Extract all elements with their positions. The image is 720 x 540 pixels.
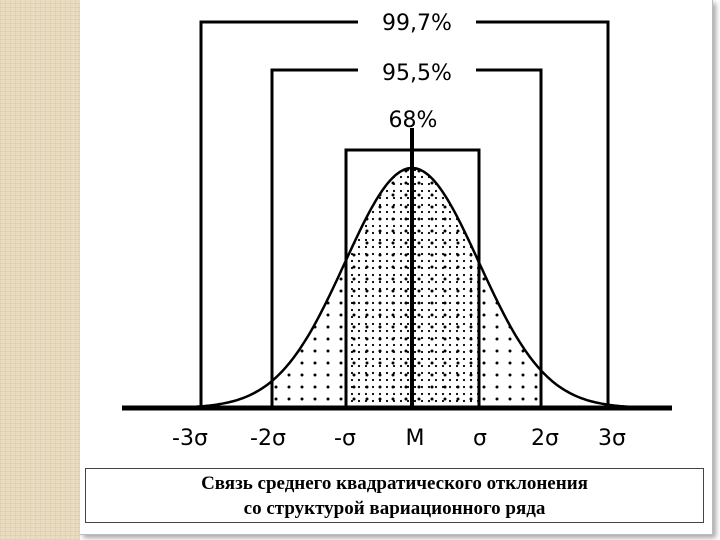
axis-label-mean: M: [406, 426, 425, 451]
axis-label-minus-2-sigma: -2σ: [250, 426, 286, 451]
label-95-5-percent: 95,5%: [382, 61, 452, 86]
axis-label-3-sigma: 3σ: [598, 426, 626, 451]
caption-box: Связь среднего квадратического отклонени…: [85, 468, 704, 523]
axis-label-minus-3-sigma: -3σ: [172, 426, 208, 451]
decorative-side-strip: [0, 0, 80, 540]
label-99-7-percent: 99,7%: [382, 11, 452, 36]
three-sigma-bracket: [199, 20, 610, 408]
caption-line-1: Связь среднего квадратического отклонени…: [201, 472, 588, 494]
bell-curve: [122, 166, 672, 410]
caption-line-2: со структурой вариационного ряда: [243, 497, 546, 519]
two-sigma-bracket: [270, 68, 543, 408]
axis-label-sigma: σ: [473, 426, 487, 451]
label-68-percent: 68%: [389, 108, 438, 133]
axis-label-minus-sigma: -σ: [334, 426, 356, 451]
axis-label-2-sigma: 2σ: [531, 426, 559, 451]
